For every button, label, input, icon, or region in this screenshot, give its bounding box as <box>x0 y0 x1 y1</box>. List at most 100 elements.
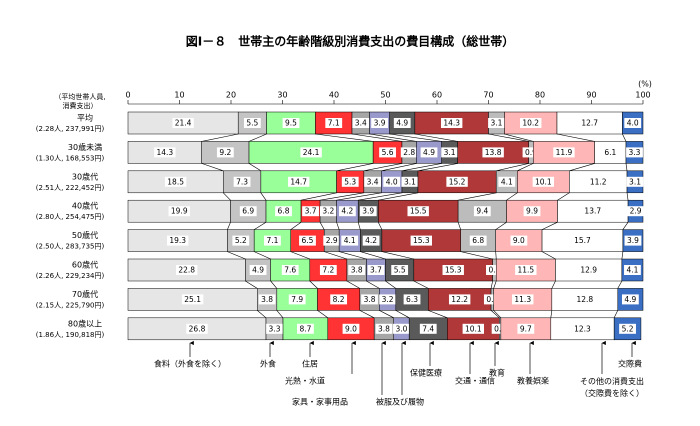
chart-title: 図Ⅰ－８ 世帯主の年齢階級別消費支出の費目構成（総世帯） <box>186 34 514 49</box>
legend-label: 教育 <box>489 368 505 378</box>
connector <box>270 280 278 289</box>
label-box <box>243 118 261 128</box>
value-label: 4.9 <box>423 148 435 157</box>
label-box <box>523 206 541 217</box>
label-box <box>232 235 250 246</box>
value-label: 5.6 <box>382 148 394 157</box>
row-header: 消費支出） <box>63 101 98 110</box>
connector <box>336 192 382 201</box>
value-label: 10.2 <box>522 119 539 128</box>
value-label: 9.0 <box>345 324 357 333</box>
label-box <box>473 206 491 217</box>
connector <box>490 310 500 319</box>
connector <box>317 310 328 319</box>
value-label: 3.7 <box>370 266 382 275</box>
label-box <box>483 294 501 305</box>
value-label: 0.7 <box>488 266 500 275</box>
value-label: 25.1 <box>184 295 201 304</box>
label-box <box>401 176 419 187</box>
label-box <box>264 235 281 246</box>
label-box <box>587 176 609 187</box>
value-label: 9.4 <box>476 207 488 216</box>
label-box <box>281 265 299 275</box>
connector <box>254 251 271 260</box>
label-box <box>342 323 360 334</box>
category-note: (2.51人, 222,452円) <box>36 184 105 192</box>
connector <box>457 222 461 230</box>
label-box <box>512 294 534 305</box>
label-box <box>341 176 359 187</box>
label-box <box>601 147 619 158</box>
legend-label: 交通・通信 <box>455 376 495 386</box>
label-box <box>574 294 596 305</box>
value-label: 4.2 <box>341 207 353 216</box>
label-box <box>571 235 594 246</box>
connector <box>336 222 340 230</box>
value-label: 4.9 <box>396 119 408 128</box>
label-box <box>379 147 396 158</box>
category-note: (2.80人, 254,475円) <box>36 213 105 221</box>
label-box <box>462 323 485 334</box>
label-box <box>323 235 341 246</box>
value-label: 14.3 <box>156 148 173 157</box>
label-box <box>258 294 276 305</box>
value-label: 4.0 <box>386 177 398 186</box>
connector <box>336 163 374 172</box>
connector <box>569 163 595 172</box>
value-label: 7.1 <box>266 236 278 245</box>
value-label: 4.1 <box>344 236 356 245</box>
label-box <box>300 147 322 158</box>
x-tick-label: 20 <box>226 91 236 100</box>
label-box <box>239 206 257 217</box>
label-box <box>352 118 370 128</box>
connector <box>245 280 258 289</box>
label-box <box>498 176 516 187</box>
value-label: 4.9 <box>252 266 264 275</box>
connector <box>550 310 553 318</box>
value-label: 6.3 <box>406 295 418 304</box>
label-box <box>621 294 639 305</box>
x-tick-label: 90 <box>586 91 596 100</box>
label-box <box>517 323 535 334</box>
label-box <box>362 235 380 246</box>
label-box <box>626 176 644 187</box>
connector <box>496 163 529 172</box>
connector <box>339 251 367 260</box>
value-label: 3.1 <box>491 119 503 128</box>
value-label: 4.1 <box>626 266 638 275</box>
label-box <box>164 176 187 187</box>
connector <box>359 310 375 319</box>
label-box <box>532 176 555 187</box>
connector <box>495 221 507 230</box>
value-label: 3.9 <box>627 236 639 245</box>
connector <box>621 251 624 260</box>
connector <box>622 222 629 230</box>
label-box <box>577 265 600 275</box>
x-tick-label: 50 <box>380 91 390 100</box>
label-box <box>275 206 292 217</box>
label-box <box>379 294 396 305</box>
connector <box>541 251 556 260</box>
connector <box>366 280 380 289</box>
connector <box>557 192 570 201</box>
connector <box>346 280 360 289</box>
value-label: 3.3 <box>269 324 281 333</box>
label-box <box>407 206 429 217</box>
value-label: 5.2 <box>235 236 247 245</box>
label-box <box>325 118 343 128</box>
label-box <box>168 206 190 217</box>
value-label: 6.8 <box>472 236 484 245</box>
value-label: 14.3 <box>443 119 460 128</box>
legend-label: 家具・家事用品 <box>292 397 348 407</box>
connector <box>290 221 302 230</box>
label-box <box>288 176 310 187</box>
x-tick-label: 40 <box>329 91 339 100</box>
label-box <box>233 176 251 187</box>
connector <box>257 310 267 319</box>
value-label: 5.5 <box>394 266 406 275</box>
value-label: 13.8 <box>485 148 502 157</box>
connector <box>389 133 442 142</box>
value-label: 19.3 <box>169 236 186 245</box>
value-label: 22.8 <box>178 266 195 275</box>
label-box <box>319 206 337 217</box>
